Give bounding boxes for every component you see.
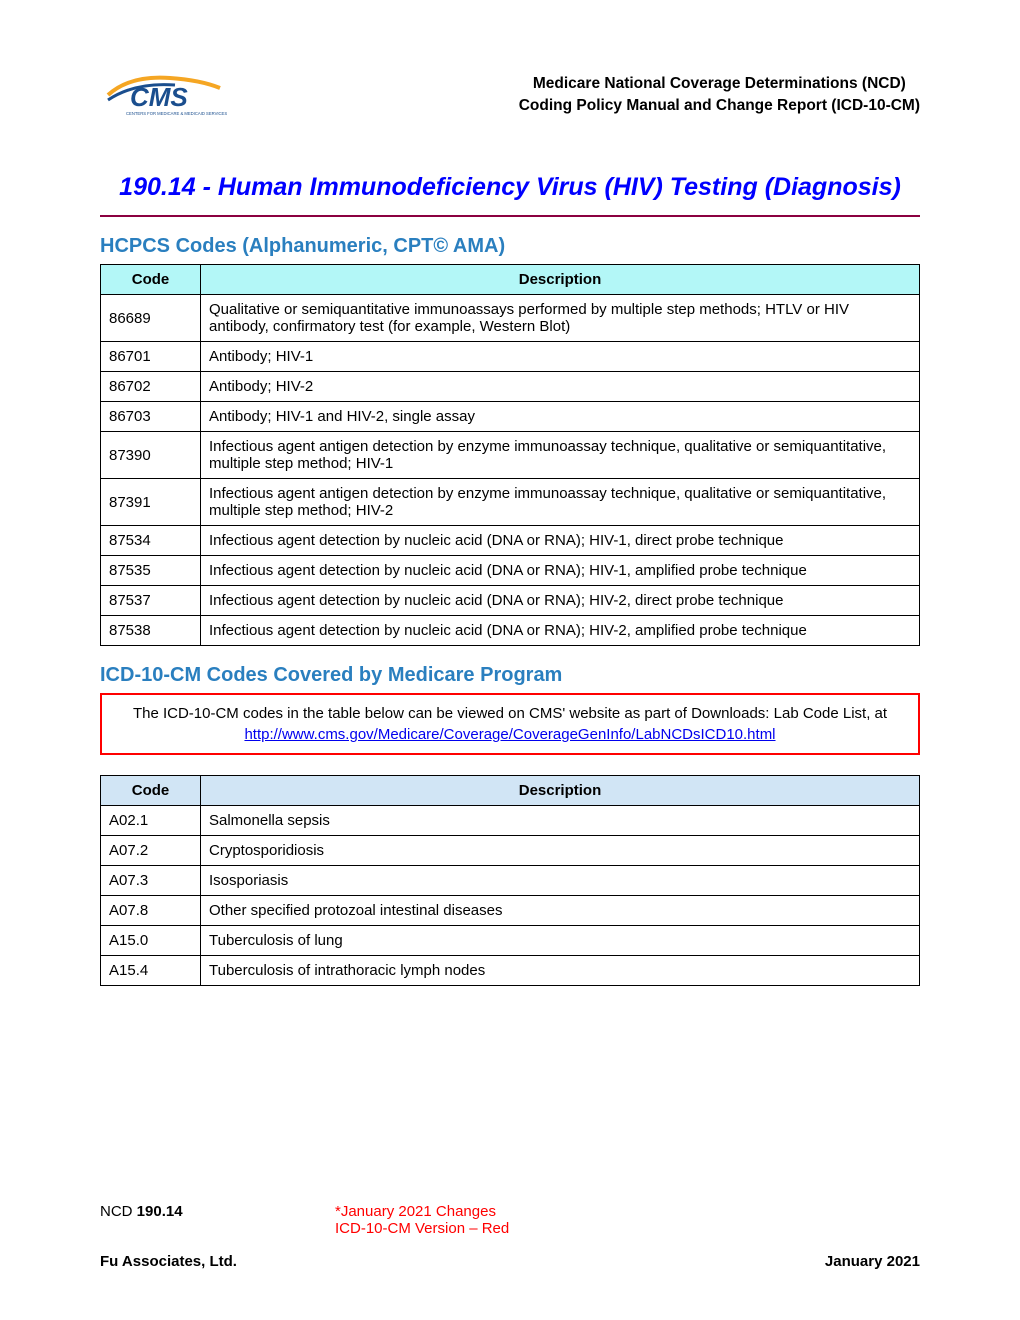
desc-cell: Tuberculosis of lung: [201, 926, 920, 956]
desc-cell: Infectious agent antigen detection by en…: [201, 432, 920, 479]
table-row: 86701Antibody; HIV-1: [101, 342, 920, 372]
cms-logo: CMS CENTERS FOR MEDICARE & MEDICAID SERV…: [100, 70, 250, 120]
table-row: A07.2Cryptosporidiosis: [101, 836, 920, 866]
code-cell: 87537: [101, 586, 201, 616]
table-row: A15.0Tuberculosis of lung: [101, 926, 920, 956]
code-cell: 86701: [101, 342, 201, 372]
hcpcs-tbody: 86689Qualitative or semiquantitative imm…: [101, 295, 920, 646]
table-row: A07.3Isosporiasis: [101, 866, 920, 896]
icd-col-code: Code: [101, 776, 201, 806]
footer-ncd: NCD 190.14: [100, 1203, 335, 1237]
ncd-number: 190.14: [137, 1203, 183, 1220]
svg-text:CMS: CMS: [130, 82, 188, 112]
icd-tbody: A02.1Salmonella sepsisA07.2Cryptosporidi…: [101, 806, 920, 986]
svg-text:CENTERS FOR MEDICARE & MEDICAI: CENTERS FOR MEDICARE & MEDICAID SERVICES: [126, 111, 227, 116]
table-row: 87538Infectious agent detection by nucle…: [101, 616, 920, 646]
hcpcs-heading: HCPCS Codes (Alphanumeric, CPT© AMA): [100, 235, 920, 258]
code-cell: 87538: [101, 616, 201, 646]
code-cell: 86703: [101, 402, 201, 432]
table-row: 87535Infectious agent detection by nucle…: [101, 556, 920, 586]
desc-cell: Infectious agent detection by nucleic ac…: [201, 586, 920, 616]
table-row: A07.8Other specified protozoal intestina…: [101, 896, 920, 926]
code-cell: 87535: [101, 556, 201, 586]
hcpcs-table: Code Description 86689Qualitative or sem…: [100, 264, 920, 646]
hcpcs-col-desc: Description: [201, 265, 920, 295]
table-row: A02.1Salmonella sepsis: [101, 806, 920, 836]
desc-cell: Tuberculosis of intrathoracic lymph node…: [201, 956, 920, 986]
code-cell: A15.4: [101, 956, 201, 986]
desc-cell: Isosporiasis: [201, 866, 920, 896]
code-cell: 87390: [101, 432, 201, 479]
header-title: Medicare National Coverage Determination…: [519, 73, 920, 116]
code-cell: A15.0: [101, 926, 201, 956]
desc-cell: Infectious agent detection by nucleic ac…: [201, 556, 920, 586]
page-title: 190.14 - Human Immunodeficiency Virus (H…: [100, 170, 920, 205]
table-row: 87390Infectious agent antigen detection …: [101, 432, 920, 479]
icd-info-text: The ICD-10-CM codes in the table below c…: [133, 705, 887, 722]
code-cell: A07.8: [101, 896, 201, 926]
table-row: 86702Antibody; HIV-2: [101, 372, 920, 402]
table-row: 87537Infectious agent detection by nucle…: [101, 586, 920, 616]
table-row: A15.4Tuberculosis of intrathoracic lymph…: [101, 956, 920, 986]
table-row: 87391Infectious agent antigen detection …: [101, 479, 920, 526]
footer-company: Fu Associates, Ltd.: [100, 1253, 237, 1270]
icd-info-link[interactable]: http://www.cms.gov/Medicare/Coverage/Cov…: [244, 726, 775, 743]
changes-line2: ICD-10-CM Version – Red: [335, 1220, 509, 1237]
icd-table: Code Description A02.1Salmonella sepsisA…: [100, 775, 920, 986]
code-cell: 87391: [101, 479, 201, 526]
desc-cell: Antibody; HIV-1: [201, 342, 920, 372]
desc-cell: Other specified protozoal intestinal dis…: [201, 896, 920, 926]
code-cell: A07.3: [101, 866, 201, 896]
header-line2: Coding Policy Manual and Change Report (…: [519, 95, 920, 117]
desc-cell: Infectious agent detection by nucleic ac…: [201, 526, 920, 556]
icd-col-desc: Description: [201, 776, 920, 806]
icd-heading: ICD-10-CM Codes Covered by Medicare Prog…: [100, 664, 920, 687]
desc-cell: Antibody; HIV-1 and HIV-2, single assay: [201, 402, 920, 432]
code-cell: 86702: [101, 372, 201, 402]
desc-cell: Salmonella sepsis: [201, 806, 920, 836]
footer-changes: *January 2021 Changes ICD-10-CM Version …: [335, 1203, 509, 1237]
code-cell: 87534: [101, 526, 201, 556]
desc-cell: Infectious agent antigen detection by en…: [201, 479, 920, 526]
code-cell: 86689: [101, 295, 201, 342]
table-row: 86689Qualitative or semiquantitative imm…: [101, 295, 920, 342]
table-row: 86703Antibody; HIV-1 and HIV-2, single a…: [101, 402, 920, 432]
page-footer: NCD 190.14 *January 2021 Changes ICD-10-…: [100, 1203, 920, 1270]
desc-cell: Cryptosporidiosis: [201, 836, 920, 866]
code-cell: A07.2: [101, 836, 201, 866]
ncd-label: NCD: [100, 1203, 137, 1220]
table-row: 87534Infectious agent detection by nucle…: [101, 526, 920, 556]
footer-date: January 2021: [825, 1253, 920, 1270]
title-divider: [100, 215, 920, 217]
icd-info-box: The ICD-10-CM codes in the table below c…: [100, 693, 920, 755]
code-cell: A02.1: [101, 806, 201, 836]
changes-line1: *January 2021 Changes: [335, 1203, 509, 1220]
desc-cell: Infectious agent detection by nucleic ac…: [201, 616, 920, 646]
desc-cell: Antibody; HIV-2: [201, 372, 920, 402]
header-line1: Medicare National Coverage Determination…: [519, 73, 920, 95]
page-header: CMS CENTERS FOR MEDICARE & MEDICAID SERV…: [100, 70, 920, 120]
desc-cell: Qualitative or semiquantitative immunoas…: [201, 295, 920, 342]
hcpcs-col-code: Code: [101, 265, 201, 295]
